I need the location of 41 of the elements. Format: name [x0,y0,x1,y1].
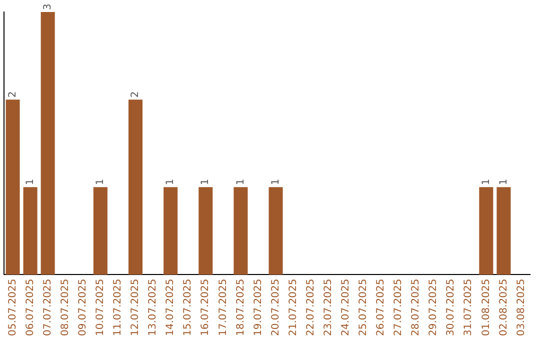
x-tick-label: 17.07.2025 [218,278,229,336]
x-tick-label: 16.07.2025 [200,278,212,336]
x-tick-label: 27.07.2025 [393,278,404,336]
x-tick-label: 22.07.2025 [305,278,316,336]
x-tick-label: 19.07.2025 [252,278,264,336]
x-tick-label: 25.07.2025 [358,278,370,336]
data-label: 1 [165,178,176,186]
x-tick-label: 18.07.2025 [235,278,246,336]
data-label: 1 [95,178,106,186]
x-tick-label: 14.07.2025 [165,278,176,336]
x-tick-label: 09.07.2025 [77,278,88,336]
data-label: 3 [42,4,54,10]
x-tick-label: 10.07.2025 [95,278,106,336]
x-tick-label: 13.07.2025 [148,278,159,336]
x-tick-label: 07.07.2025 [42,278,54,336]
x-tick-label: 30.07.2025 [446,278,457,336]
x-tick-label: 12.07.2025 [130,278,142,336]
x-tick-label: 29.07.2025 [428,278,440,336]
x-tick-label: 15.07.2025 [182,278,194,336]
x-tick-label: 11.07.2025 [112,278,124,336]
x-tick-label: 01.08.2025 [480,278,492,336]
x-tick-label: 26.07.2025 [376,278,387,336]
data-label: 1 [498,178,510,186]
x-tick-label: 28.07.2025 [410,278,422,336]
data-label: 1 [200,178,212,186]
x-tick-label: 23.07.2025 [322,278,334,336]
data-label: 1 [480,178,492,186]
x-tick-label: 02.08.2025 [498,278,510,336]
data-label: 1 [235,178,246,186]
x-tick-label: 31.07.2025 [463,278,474,336]
data-label: 1 [24,178,36,186]
data-label: 2 [7,91,18,98]
x-tick-label: 06.07.2025 [24,278,36,336]
x-tick-label: 05.07.2025 [7,278,18,336]
x-tick-label: 24.07.2025 [340,278,352,336]
x-tick-label: 21.07.2025 [288,278,299,336]
x-tick-label: 03.08.2025 [516,278,527,336]
data-label: 1 [270,178,282,186]
x-tick-label: 08.07.2025 [60,278,71,336]
x-tick-label: 20.07.2025 [270,278,282,336]
data-label: 2 [130,91,142,98]
